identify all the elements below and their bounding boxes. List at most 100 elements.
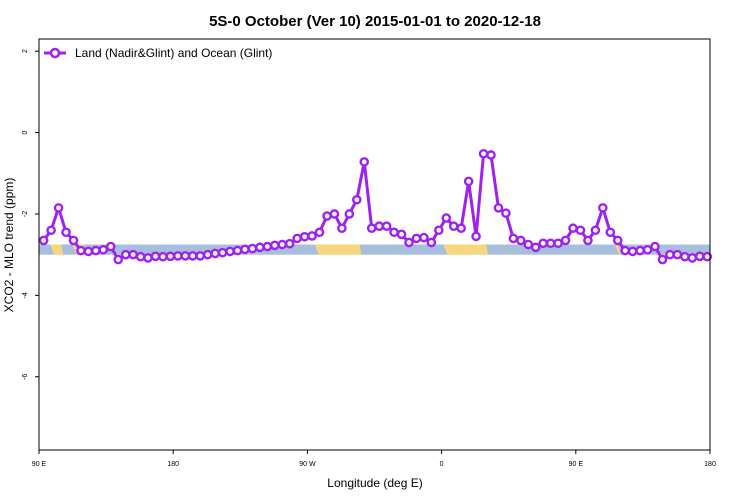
- data-point: [329, 209, 340, 219]
- data-point: [277, 239, 288, 250]
- data-point: [411, 233, 422, 244]
- data-point: [195, 251, 206, 261]
- data-point: [38, 235, 49, 246]
- data-point: [568, 223, 578, 234]
- data-point: [538, 238, 548, 249]
- data-point: [508, 233, 519, 244]
- data-point: [598, 203, 608, 213]
- x-tick-label: 90 E: [569, 461, 584, 468]
- data-point: [337, 223, 347, 234]
- data-point: [180, 251, 191, 261]
- data-point: [344, 209, 355, 219]
- data-point: [91, 245, 101, 256]
- data-point: [366, 223, 377, 234]
- data-point: [702, 251, 713, 262]
- y-tick-label: -4: [22, 292, 29, 298]
- data-point: [299, 231, 310, 242]
- ocean-band: [39, 244, 710, 255]
- data-point: [351, 194, 362, 205]
- data-point: [120, 249, 131, 260]
- chart-title: 5S-0 October (Ver 10) 2015-01-01 to 2020…: [209, 13, 541, 30]
- data-point: [687, 253, 698, 263]
- data-point: [635, 245, 645, 256]
- data-point: [83, 246, 94, 257]
- series-group: [38, 148, 713, 265]
- data-point: [672, 249, 683, 260]
- data-point: [269, 240, 280, 251]
- data-point: [441, 213, 452, 223]
- data-point: [255, 242, 265, 253]
- data-point: [545, 238, 556, 249]
- plot-frame: [38, 38, 711, 451]
- data-point: [650, 241, 660, 252]
- data-point: [381, 221, 392, 231]
- y-tick-label: 2: [22, 49, 29, 53]
- data-point: [217, 247, 228, 258]
- land-segment: [614, 244, 621, 255]
- data-point: [292, 233, 302, 244]
- data-point: [98, 244, 109, 255]
- data-point: [627, 246, 638, 257]
- data-point: [605, 227, 616, 238]
- land-segment: [443, 244, 489, 255]
- data-point: [463, 176, 474, 187]
- y-tick-label: -2: [22, 211, 29, 217]
- x-tick-label: 0: [440, 461, 444, 468]
- data-point: [478, 148, 489, 159]
- data-point: [232, 245, 243, 256]
- data-point: [523, 239, 534, 250]
- data-point: [262, 241, 273, 252]
- plot-area: 90 E 180 90 W 0 90 E 180 2 0 -2 -4 -6: [22, 38, 716, 468]
- data-point: [46, 225, 56, 236]
- data-point: [620, 245, 630, 256]
- data-point: [210, 248, 220, 259]
- land-segment: [50, 244, 64, 255]
- data-point: [374, 221, 384, 231]
- data-point: [448, 221, 459, 231]
- data-point: [389, 227, 399, 238]
- y-axis-label: XCO2 - MLO trend (ppm): [2, 178, 16, 313]
- legend-marker: [49, 47, 61, 59]
- data-point: [173, 251, 183, 261]
- data-point: [314, 227, 325, 238]
- data-point: [396, 229, 407, 240]
- data-point: [560, 235, 571, 246]
- x-axis: 90 E 180 90 W 0 90 E 180: [32, 450, 716, 468]
- y-tick-label: -6: [22, 374, 29, 380]
- data-point: [68, 235, 79, 246]
- data-point: [590, 225, 601, 236]
- series-line: [42, 152, 708, 262]
- data-point: [530, 242, 541, 253]
- data-point: [583, 235, 593, 246]
- data-point: [575, 225, 586, 236]
- data-point: [143, 253, 153, 263]
- data-point: [426, 237, 437, 248]
- data-point: [471, 231, 481, 242]
- data-point: [307, 231, 317, 241]
- data-point: [493, 203, 504, 213]
- data-point: [612, 235, 623, 246]
- data-point: [434, 225, 444, 236]
- y-tick-label: 0: [22, 131, 29, 135]
- data-point: [501, 208, 511, 218]
- data-point: [694, 251, 705, 262]
- legend: Land (Nadir&Glint) and Ocean (Glint): [44, 46, 272, 60]
- x-tick-label: 90 W: [299, 461, 316, 468]
- data-point: [553, 238, 563, 249]
- data-point: [657, 254, 668, 265]
- data-point: [61, 227, 71, 238]
- data-point: [665, 249, 675, 260]
- data-point: [322, 211, 332, 221]
- data-point: [419, 232, 429, 243]
- data-point: [135, 251, 146, 262]
- x-tick-label: 90 E: [32, 461, 47, 468]
- data-point: [128, 249, 138, 260]
- data-point: [359, 157, 370, 167]
- data-point: [158, 251, 168, 262]
- land-segment: [650, 244, 655, 255]
- data-point: [53, 203, 64, 213]
- data-point: [76, 245, 86, 256]
- data-point: [680, 251, 690, 262]
- data-point: [284, 238, 295, 249]
- data-point: [240, 244, 250, 255]
